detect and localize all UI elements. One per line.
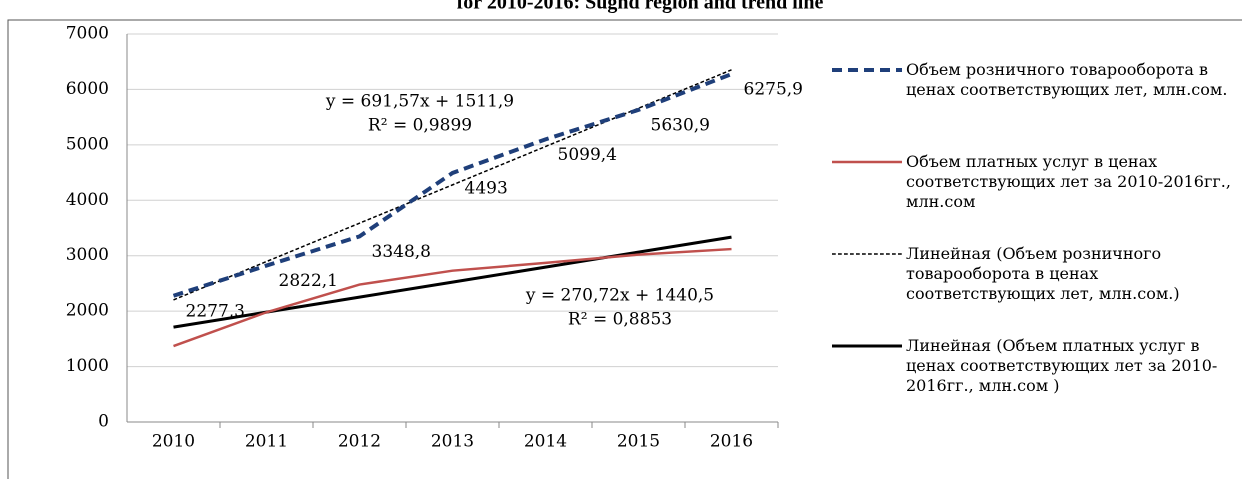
y-tick-label: 4000 <box>66 190 109 210</box>
data-label: 2822,1 <box>279 271 338 291</box>
legend-entry: Линейная (Объем платных услуг в ценах со… <box>830 336 1242 428</box>
x-tick-label: 2016 <box>710 432 753 452</box>
legend-swatch <box>832 253 902 255</box>
y-tick-label: 1000 <box>66 356 109 376</box>
x-tick-label: 2013 <box>431 432 474 452</box>
legend-entry: Линейная (Объем розничного товарооборота… <box>830 244 1242 336</box>
annotation: R² = 0,8853 <box>568 310 672 330</box>
x-tick-label: 2010 <box>152 432 195 452</box>
data-label: 5099,4 <box>558 145 617 165</box>
legend-label: Объем платных услуг в ценах соответствую… <box>906 152 1231 211</box>
x-tick-label: 2014 <box>524 432 567 452</box>
legend: Объем розничного товарооборота в ценах с… <box>830 60 1242 428</box>
legend-label: Линейная (Объем платных услуг в ценах со… <box>906 336 1218 395</box>
data-label: 3348,8 <box>372 242 431 262</box>
legend-swatch <box>832 68 902 72</box>
data-label: 2277,3 <box>186 301 245 321</box>
legend-swatch <box>832 344 902 348</box>
legend-entry: Объем платных услуг в ценах соответствую… <box>830 152 1242 244</box>
data-label: 6275,9 <box>744 80 803 100</box>
series-line <box>173 69 732 301</box>
x-tick-label: 2011 <box>245 432 288 452</box>
y-tick-label: 0 <box>98 412 109 432</box>
annotation: R² = 0,9899 <box>368 116 472 136</box>
data-label: 5630,9 <box>651 115 710 135</box>
series-line <box>172 72 733 298</box>
y-tick-label: 7000 <box>66 24 109 44</box>
legend-label: Линейная (Объем розничного товарооборота… <box>906 244 1180 303</box>
legend-label: Объем розничного товарооборота в ценах с… <box>906 60 1228 99</box>
y-tick-label: 5000 <box>66 134 109 154</box>
x-tick-label: 2012 <box>338 432 381 452</box>
y-tick-label: 3000 <box>66 245 109 265</box>
series-line <box>173 247 732 348</box>
annotation: y = 270,72x + 1440,5 <box>525 286 714 306</box>
legend-swatch <box>832 160 902 164</box>
chart-title: for 2010-2016: Sughd region and trend li… <box>457 0 824 14</box>
x-tick-label: 2015 <box>617 432 660 452</box>
legend-entry: Объем розничного товарооборота в ценах с… <box>830 60 1242 152</box>
data-label: 4493 <box>465 178 508 198</box>
annotation: y = 691,57x + 1511,9 <box>325 92 514 112</box>
y-tick-label: 2000 <box>66 301 109 321</box>
y-tick-label: 6000 <box>66 79 109 99</box>
frame <box>7 19 1242 479</box>
